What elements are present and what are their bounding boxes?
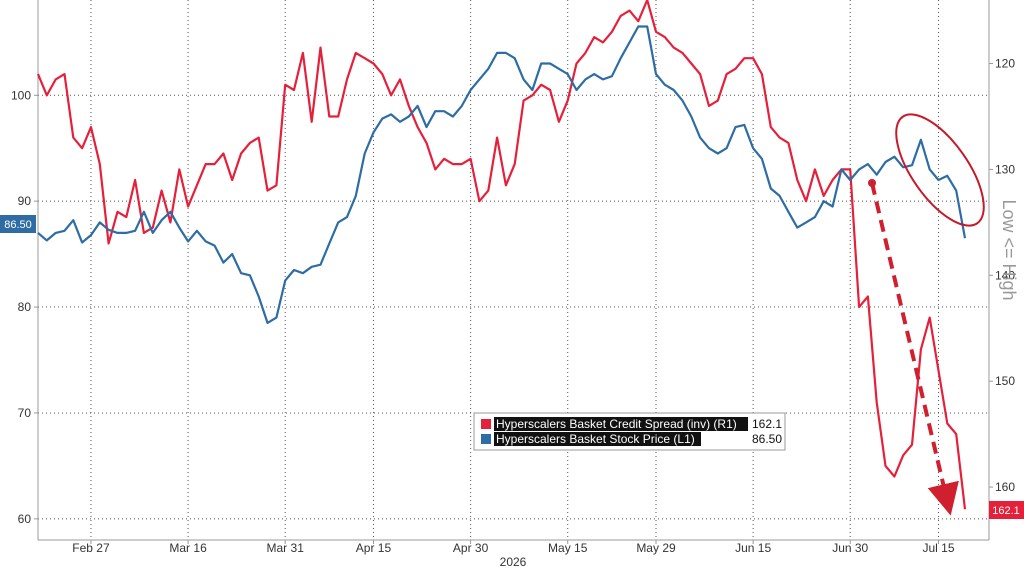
left-value-tag: 86.50: [0, 215, 36, 233]
right-value-tag-box: [989, 501, 1024, 519]
legend-swatch-stock-price: [481, 434, 491, 444]
plot-area: [38, 0, 989, 540]
x-tick-label: Apr 30: [453, 541, 489, 555]
x-tick-label: May 29: [636, 541, 676, 555]
legend-value-stock-price: 86.50: [752, 432, 782, 446]
right-tick-label: 120: [995, 57, 1015, 71]
series-layer: [36, 0, 967, 510]
left-tick-label: 90: [18, 194, 32, 208]
right-axis-ticks: 120 130 140 150 160: [989, 57, 1015, 494]
right-value-tag: 162.1: [989, 501, 1024, 519]
x-tick-label: Jun 15: [735, 541, 771, 555]
left-tick-label: 80: [18, 300, 32, 314]
left-tick-label: 100: [11, 88, 31, 102]
x-tick-label: Feb 27: [72, 541, 110, 555]
x-tick-label: Mar 16: [169, 541, 207, 555]
legend-label-stock-price: Hyperscalers Basket Stock Price (L1): [496, 432, 695, 446]
x-tick-label: Apr 15: [356, 541, 392, 555]
annotation-circle: [895, 113, 985, 227]
series-line-stock-price: [37, 25, 967, 324]
right-axis-label: Low <= High: [999, 199, 1019, 300]
gridlines: [38, 0, 989, 540]
right-tick-label: 160: [995, 480, 1015, 494]
right-tick-label: 150: [995, 374, 1015, 388]
x-axis-ticks: Feb 27 Mar 16 Mar 31 Apr 15 Apr 30 May 15 May …: [72, 540, 955, 555]
legend-label-bg-stock-price: [494, 432, 701, 446]
left-value-tag-box: [0, 215, 36, 233]
right-value-tag-text: 162.1: [992, 505, 1020, 517]
annotation-dashed-arrow: [870, 182, 959, 516]
annotation-arrow-start: [868, 179, 876, 187]
legend-value-credit-spread: 162.1: [752, 417, 782, 431]
left-axis-ticks: 60 70 80 90 100: [11, 88, 38, 526]
left-tick-label: 70: [18, 406, 32, 420]
legend: Hyperscalers Basket Credit Spread (inv) …: [473, 412, 786, 451]
legend-label-bg-credit-spread: [494, 417, 748, 431]
x-axis-year: 2026: [500, 555, 527, 569]
left-tick-label: 60: [18, 512, 32, 526]
x-tick-label: Jul 15: [922, 541, 954, 555]
series-line-credit-spread: [36, 0, 967, 510]
right-tick-label: 140: [995, 268, 1015, 282]
legend-label-credit-spread: Hyperscalers Basket Credit Spread (inv) …: [496, 417, 737, 431]
left-value-tag-text: 86.50: [4, 219, 32, 231]
x-tick-label: May 15: [548, 541, 588, 555]
right-tick-label: 130: [995, 162, 1015, 176]
legend-swatch-credit-spread: [481, 419, 491, 429]
x-tick-label: Mar 31: [267, 541, 305, 555]
x-tick-label: Jun 30: [832, 541, 868, 555]
